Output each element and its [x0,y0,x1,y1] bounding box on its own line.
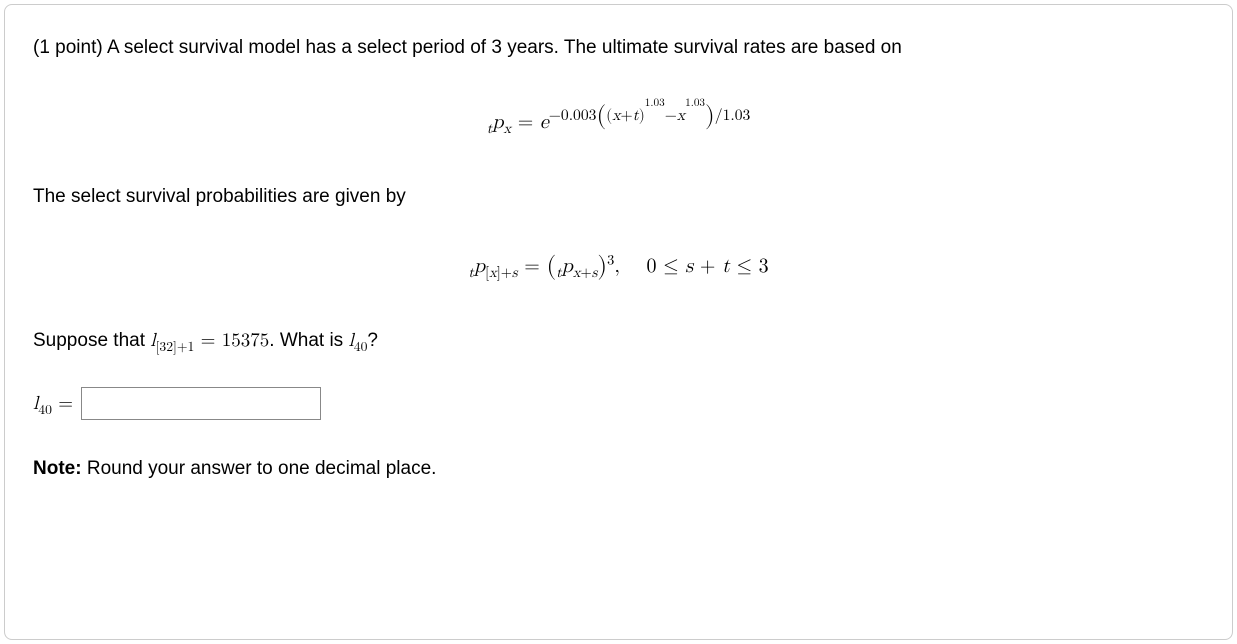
f1-pow2: 1.03 [685,98,705,109]
answer-label: l40 = [33,392,73,415]
note-text: Round your answer to one decimal place. [87,458,437,479]
f1-div: /1.03 [715,108,751,124]
f1-sub-post: x [503,121,511,136]
qmark: ? [367,330,378,351]
f2-le1: ≤ [656,256,685,276]
f2-ct: t [722,256,730,276]
f1-base: e [540,112,549,132]
f1-coeff: −0.003 [549,108,597,124]
f2-s: s [512,265,518,280]
points-label: (1 point) [33,37,103,58]
f1-pow1: 1.03 [645,98,665,109]
f1-eq: = [518,112,540,132]
f1-v3: x [677,108,685,124]
f2-cplus: + [693,256,722,276]
f1-var: p [492,112,503,132]
suppose-prefix: Suppose that [33,330,150,351]
f2-plus: + [501,265,512,280]
section-select: The select survival probabilities are gi… [33,184,1204,211]
f2-var: p [474,256,485,276]
f2-comma: , [614,256,620,276]
intro-text: A select survival model has a select per… [107,37,902,58]
sup-age: 32 [159,340,173,354]
f2-x: x [489,265,497,280]
note-line: Note: Round your answer to one decimal p… [33,456,1204,483]
f2-rx: x [573,265,581,280]
sup-plus: + [177,340,188,354]
ans-sub: 40 [38,403,52,417]
sup-val: 15375 [222,331,270,350]
f2-le2: ≤ [730,256,759,276]
problem-intro: (1 point) A select survival model has a … [33,35,1204,62]
suppose-suffix: . What is [269,330,348,351]
f1-iplus: + [620,108,632,124]
f2-c0: 0 [646,256,656,276]
ans-eq: = [52,394,73,413]
suppose-line: Suppose that l[32]+1 = 15375. What is l4… [33,328,1204,355]
f2-rvar: p [562,256,573,276]
note-label: Note: [33,458,82,479]
wi-sub: 40 [354,340,368,354]
f1-minus: − [665,108,677,124]
f2-eq: = [524,256,546,276]
formula-select: tp[x]+s = (tpx+s)3, 0 ≤ s + t ≤ 3 [33,254,1204,278]
problem-container: (1 point) A select survival model has a … [4,4,1233,640]
f2-rplus: + [581,265,592,280]
answer-row: l40 = [33,387,1204,420]
formula-ultimate: tpx = e−0.003((x+t)1.03−x1.03)/1.03 [33,110,1204,134]
f2-cs: s [685,256,693,276]
f2-c3: 3 [759,256,769,276]
answer-input[interactable] [81,387,321,420]
sup-eq: = [194,331,221,350]
